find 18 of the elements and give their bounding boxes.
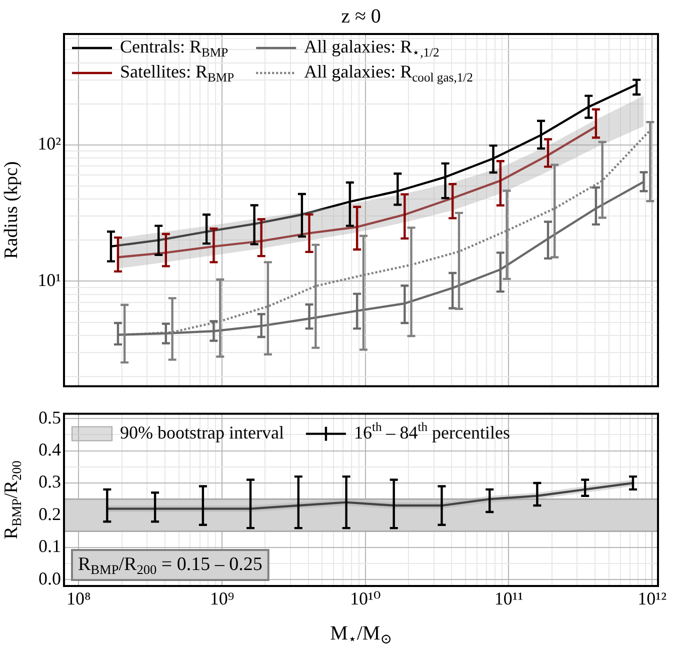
- y-tick-label: 10¹: [38, 270, 61, 290]
- y-tick-label: 10²: [38, 134, 61, 154]
- legend-label: 90% bootstrap interval: [120, 422, 284, 443]
- y-tick-label: 0.4: [38, 440, 61, 460]
- y-tick-label: 0.2: [38, 504, 61, 524]
- chart-title: z ≈ 0: [341, 5, 381, 28]
- x-axis-title: M⋆/M⊙: [330, 622, 392, 648]
- x-tick-label: 10¹²: [638, 588, 666, 609]
- y-tick-label: 0.0: [38, 568, 61, 588]
- y-tick-label: 0.3: [38, 472, 61, 492]
- x-tick-label: 10⁸: [66, 588, 91, 609]
- x-tick-label: 10⁹: [210, 588, 234, 609]
- x-tick-label: 10¹¹: [494, 588, 524, 609]
- y-tick-label: 0.1: [38, 536, 61, 556]
- x-tick-label: 10¹⁰: [350, 588, 381, 609]
- y-axis-title: RBMP/R200: [0, 460, 24, 540]
- y-axis-title: Radius (kpc): [0, 161, 22, 259]
- y-tick-label: 0.5: [38, 407, 61, 428]
